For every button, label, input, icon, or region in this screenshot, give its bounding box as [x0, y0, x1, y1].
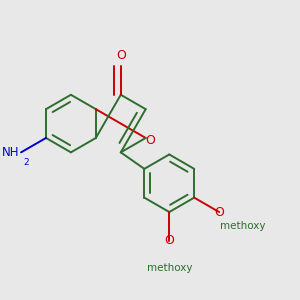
Text: O: O [145, 134, 155, 147]
Text: O: O [116, 50, 126, 62]
Text: NH: NH [2, 146, 20, 159]
Text: 2: 2 [23, 158, 28, 167]
Text: methoxy: methoxy [146, 263, 192, 273]
Text: methoxy: methoxy [220, 221, 266, 231]
Text: O: O [164, 234, 174, 247]
Text: O: O [214, 206, 224, 218]
